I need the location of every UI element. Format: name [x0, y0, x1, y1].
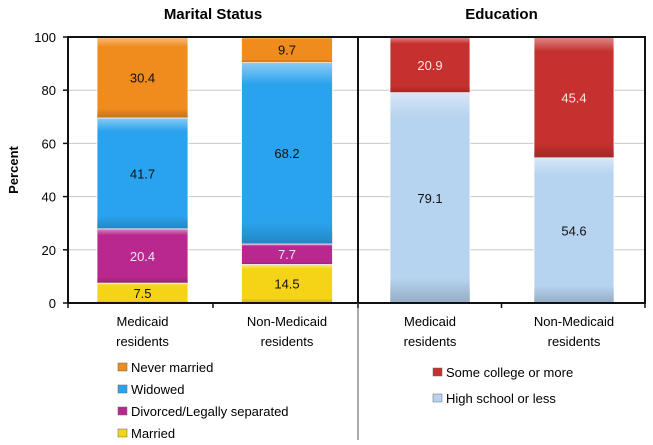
legend-label-high-school-or-less: High school or less	[446, 391, 556, 406]
bar-shine	[534, 37, 614, 158]
bar-shine	[241, 243, 333, 265]
y-tick-label: 80	[42, 83, 56, 98]
data-label: 41.7	[130, 166, 155, 181]
data-label: 45.4	[561, 90, 586, 105]
bar-shine	[97, 37, 188, 118]
data-label: 7.7	[278, 247, 296, 262]
legend-label-widowed: Widowed	[131, 382, 184, 397]
bar-shine	[241, 264, 333, 303]
legend-label-never-married: Never married	[131, 360, 213, 375]
legend-label-divorced-legally-separated: Divorced/Legally separated	[131, 404, 289, 419]
bar-shine	[390, 92, 470, 304]
x-tick-label: residents	[548, 334, 601, 349]
chart-title: Marital Status	[164, 6, 262, 23]
data-label: 54.6	[561, 223, 586, 238]
legend-swatch-divorced-legally-separated	[117, 406, 128, 416]
legend-label-married: Married	[131, 426, 175, 441]
legend-swatch-some-college-or-more	[432, 367, 443, 377]
data-label: 14.5	[274, 277, 299, 292]
y-tick-label: 0	[49, 296, 56, 311]
y-tick-label: 60	[42, 136, 56, 151]
chart-title: Education	[465, 6, 538, 23]
legend-swatch-married	[117, 428, 128, 438]
y-tick-label: 100	[34, 30, 56, 45]
bar-shine	[97, 228, 188, 284]
bar-shine	[241, 62, 333, 244]
x-tick-label: residents	[261, 334, 314, 349]
legend-swatch-never-married	[117, 362, 128, 372]
legend-swatch-widowed	[117, 384, 128, 394]
data-label: 20.4	[130, 249, 155, 264]
legend-swatch-high-school-or-less	[432, 393, 443, 403]
marital-status-panel: Marital Status 7.5 20.4 41.7 30.4 Medicaid res…	[6, 6, 359, 441]
y-axis-label: Percent	[6, 145, 21, 193]
bar-shine	[97, 283, 188, 303]
education-panel: Education 79.1 20.9 Medicaid residents 54.6 45…	[357, 6, 646, 406]
data-label: 30.4	[130, 70, 155, 85]
x-tick-label: Non-Medicaid	[247, 314, 327, 329]
bar-shine	[534, 157, 614, 303]
data-label: 79.1	[417, 191, 442, 206]
x-tick-label: Medicaid	[116, 314, 168, 329]
x-tick-label: Non-Medicaid	[534, 314, 614, 329]
data-label: 68.2	[274, 146, 299, 161]
bar-shine	[241, 36, 333, 63]
legend-label-some-college-or-more: Some college or more	[446, 365, 573, 380]
data-label: 7.5	[133, 286, 151, 301]
bar-shine	[97, 117, 188, 229]
x-tick-label: residents	[404, 334, 457, 349]
data-label: 20.9	[417, 58, 442, 73]
data-label: 9.7	[278, 43, 296, 58]
y-tick-label: 20	[42, 243, 56, 258]
x-tick-label: Medicaid	[404, 314, 456, 329]
x-tick-label: residents	[116, 334, 169, 349]
y-tick-label: 40	[42, 190, 56, 205]
bar-shine	[390, 37, 470, 93]
